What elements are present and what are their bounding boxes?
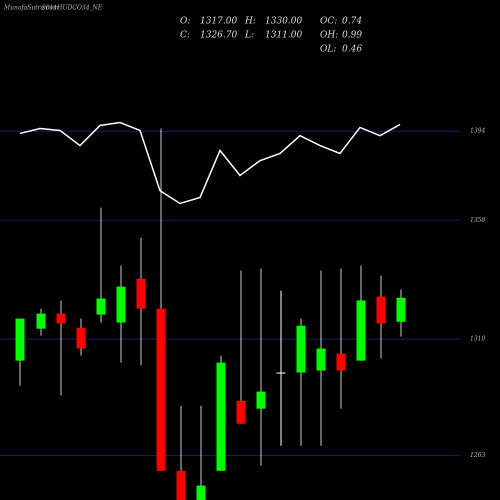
candle-body <box>256 391 266 409</box>
info-label: C: <box>180 31 190 41</box>
candle-body <box>15 318 25 361</box>
overlay-line <box>19 121 401 205</box>
y-tick-label: 1310 <box>470 336 485 343</box>
candle-body <box>156 308 166 471</box>
candle-body <box>236 400 246 424</box>
candle-body <box>56 313 66 324</box>
info-value: 0.99 <box>342 31 362 41</box>
candle-body <box>76 327 86 349</box>
info-label: OH: <box>320 31 338 41</box>
candle-body <box>356 300 366 361</box>
candle-body <box>216 362 226 471</box>
y-tick-label: 1358 <box>470 217 485 224</box>
candle-body <box>336 353 346 371</box>
info-value: 1317.00 <box>200 17 237 27</box>
info-label: O: <box>180 17 190 27</box>
info-label: H: <box>244 17 256 27</box>
info-value: 1326.70 <box>200 31 237 41</box>
candle-body <box>136 278 146 309</box>
candle-body <box>396 297 406 322</box>
candle-body <box>196 485 206 500</box>
info-label: OC: <box>320 17 337 27</box>
y-tick-label: 1394 <box>470 128 485 135</box>
chart-title: 9011HUDCO34_NE <box>42 5 103 12</box>
info-value: 1311.00 <box>265 31 302 41</box>
candle-body <box>176 470 186 500</box>
candle-body <box>96 298 106 315</box>
y-tick-label: 1263 <box>470 452 485 459</box>
info-value: 0.74 <box>342 17 362 27</box>
info-label: L: <box>244 31 254 41</box>
info-value: 1330.00 <box>265 17 302 27</box>
candle-body <box>296 325 306 373</box>
candle-body <box>376 296 386 324</box>
site-name: MunafaSutra.com <box>3 5 59 12</box>
candle-body <box>36 313 46 329</box>
info-value: 0.46 <box>342 45 362 55</box>
candle-body <box>116 286 126 323</box>
candle-body <box>276 372 286 374</box>
candle-body <box>316 348 326 371</box>
info-label: OL: <box>320 45 336 55</box>
